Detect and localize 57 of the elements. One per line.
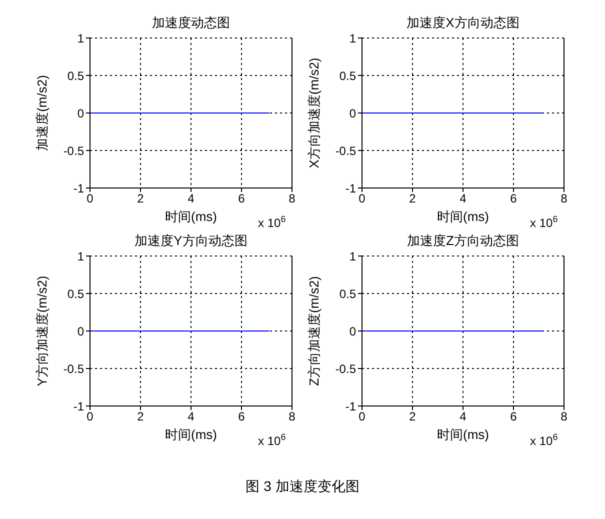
y-tick-label: 0.5	[67, 286, 84, 301]
x-axis-title: 时间(ms)	[165, 427, 217, 442]
y-tick-label: 0.5	[339, 286, 356, 301]
x-tick-label: 0	[86, 192, 94, 206]
y-tick-label: -1	[73, 399, 84, 414]
y-tick-label: -0.5	[63, 144, 84, 158]
text: x 10$^{6}$	[530, 214, 558, 230]
x-tick-label: 0	[358, 192, 366, 206]
x-tick-label: 8	[560, 192, 568, 206]
y-tick-label: -1	[73, 181, 84, 196]
chart-title: 加速度Y方向动态图	[134, 232, 248, 250]
x-tick-label: 8	[288, 192, 296, 206]
y-tick-label: 0.5	[339, 68, 356, 83]
y-tick-label: -0.5	[335, 144, 356, 158]
chart-title: 加速度X方向动态图	[406, 14, 520, 32]
y-axis-title: X方向加速度(m/s2)	[306, 58, 322, 168]
x-tick-label: 4	[460, 192, 467, 206]
x-tick-label: 4	[460, 410, 467, 424]
y-axis-title: Y方向加速度(m/s2)	[34, 276, 50, 386]
x-tick-label: 4	[188, 192, 195, 206]
x-tick-label: 8	[560, 410, 568, 424]
text: x 10$^{6}$	[258, 432, 286, 448]
x-tick-label: 6	[510, 410, 518, 424]
x-tick-label: 6	[238, 410, 246, 424]
y-tick-label: 1	[349, 31, 356, 46]
x-tick-label: 2	[137, 192, 144, 206]
y-tick-label: 0	[77, 106, 84, 120]
x-tick-label: 2	[409, 410, 416, 424]
x-tick-label: 0	[358, 410, 366, 424]
x-tick-label: 6	[238, 192, 246, 206]
y-tick-label: -1	[345, 399, 356, 414]
y-tick-label: 0.5	[67, 68, 84, 83]
x-axis-title: 时间(ms)	[165, 209, 217, 224]
y-tick-label: 1	[349, 249, 356, 264]
x-axis-title: 时间(ms)	[437, 427, 489, 442]
y-axis-title: 加速度(m/s2)	[34, 75, 50, 151]
x-tick-label: 4	[188, 410, 195, 424]
caption: 图 3 加速度变化图	[244, 478, 360, 496]
y-tick-label: 1	[77, 31, 84, 46]
y-tick-label: -0.5	[335, 362, 356, 376]
y-axis-title: Z方向加速度(m/s2)	[306, 276, 322, 386]
y-tick-label: 0	[77, 324, 84, 338]
text: x 10$^{6}$	[530, 432, 558, 448]
chart-title: 加速度动态图	[151, 14, 231, 32]
y-tick-label: -1	[345, 181, 356, 196]
y-tick-label: 1	[77, 249, 84, 264]
chart-title: 加速度Z方向动态图	[406, 232, 520, 250]
x-tick-label: 2	[137, 410, 144, 424]
y-tick-label: 0	[349, 324, 356, 338]
x-tick-label: 8	[288, 410, 296, 424]
x-tick-label: 2	[409, 192, 416, 206]
y-tick-label: 0	[349, 106, 356, 120]
x-axis-title: 时间(ms)	[437, 209, 489, 224]
x-tick-label: 6	[510, 192, 518, 206]
text: x 10$^{6}$	[258, 214, 286, 230]
x-tick-label: 0	[86, 410, 94, 424]
y-tick-label: -0.5	[63, 362, 84, 376]
